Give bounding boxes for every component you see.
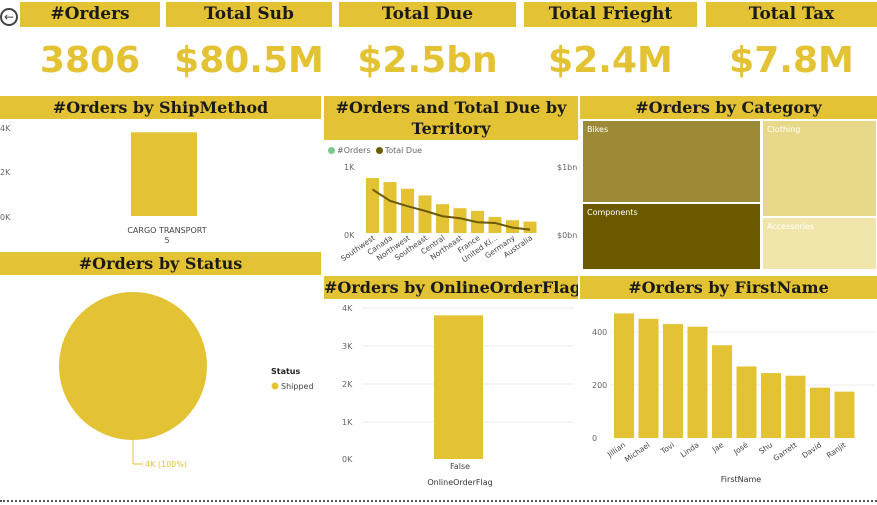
online-ytick: 1K (342, 418, 353, 427)
firstname-ytick: 0 (592, 434, 597, 443)
shipmethod-ytick: 0K (0, 213, 11, 222)
legend-due-label: Total Due (384, 146, 423, 155)
firstname-bar[interactable] (810, 387, 830, 438)
treemap-tile-bikes[interactable]: Bikes (582, 120, 761, 203)
treemap-tile-components[interactable]: Components (582, 203, 761, 270)
territory-bar[interactable] (488, 216, 502, 233)
page-divider (0, 500, 877, 502)
kpi-totalfreight-title: Total Frieght (524, 2, 697, 27)
category-treemap: Bikes Clothing Components Accessories (582, 120, 877, 270)
pie-slice-shipped[interactable] (59, 292, 207, 440)
shipmethod-ytick: 4K (0, 124, 11, 133)
treemap-tile-accessories[interactable]: Accessories (762, 217, 877, 270)
firstname-xtick: Tovi (658, 440, 676, 456)
territory-bar[interactable] (366, 178, 379, 233)
firstname-bar[interactable] (736, 366, 757, 438)
firstname-bar[interactable] (761, 373, 781, 438)
firstname-bar[interactable] (712, 345, 732, 438)
firstname-xtick: Ranjit (825, 440, 848, 460)
kpi-totaldue-value: $2.5bn (357, 40, 498, 81)
online-chart: 4K 3K 2K 1K 0K False OnlineOrderFlag (342, 304, 574, 487)
online-ytick: 0K (342, 455, 353, 464)
pie-slice-label: 4K (100%) (145, 460, 187, 469)
shipmethod-title: #Orders by ShipMethod (0, 96, 321, 119)
online-xtick: False (450, 462, 470, 471)
online-ytick: 3K (342, 342, 353, 351)
online-title: #Orders by OnlineOrderFlag (324, 276, 578, 299)
kpi-totaldue-title: Total Due (339, 2, 516, 27)
firstname-bar[interactable] (687, 326, 708, 438)
firstname-bar[interactable] (834, 391, 855, 438)
firstname-title: #Orders by FirstName (580, 276, 877, 299)
territory-bar[interactable] (523, 221, 537, 233)
status-legend-icon (271, 382, 279, 390)
online-bar[interactable] (434, 315, 483, 459)
territory-legend: #Orders Total Due (328, 146, 422, 155)
online-ytick: 2K (342, 380, 353, 389)
online-ytick: 4K (342, 304, 353, 313)
orders-legend-icon (328, 147, 335, 154)
online-xlabel: OnlineOrderFlag (427, 478, 492, 487)
shipmethod-chart: 4K 2K 0K CARGO TRANSPORT 5 (0, 124, 207, 245)
territory-bar[interactable] (383, 182, 397, 233)
territory-bar[interactable] (436, 204, 449, 233)
territory-chart: 1K 0K $1bn $0bn SouthwestCanadaNorthwest… (339, 163, 577, 264)
kpi-totalfreight-value: $2.4M (548, 40, 673, 81)
treemap-label: Clothing (767, 125, 801, 134)
territory-bar[interactable] (453, 208, 467, 233)
treemap-label: Accessories (767, 222, 814, 231)
shipmethod-bar[interactable] (131, 132, 197, 216)
territory-bar[interactable] (418, 195, 432, 233)
kpi-totaltax-title: Total Tax (706, 2, 877, 27)
firstname-ytick: 400 (592, 328, 607, 337)
firstname-xlabel: FirstName (721, 475, 762, 484)
treemap-tile-clothing[interactable]: Clothing (762, 120, 877, 217)
kpi-totalsub-value: $80.5M (174, 40, 324, 81)
firstname-bar[interactable] (638, 318, 659, 438)
kpi-orders-title: #Orders (20, 2, 160, 27)
firstname-ytick: 200 (592, 381, 607, 390)
firstname-xtick: David (800, 440, 823, 460)
territory-left-tick: 0K (344, 231, 355, 240)
firstname-bar[interactable] (785, 375, 806, 438)
status-legend-title: Status (271, 367, 301, 376)
legend-orders-label: #Orders (337, 146, 371, 155)
shipmethod-xlabel-2: 5 (164, 236, 169, 245)
treemap-label: Bikes (587, 125, 609, 134)
total-due-line (371, 188, 531, 231)
kpi-orders-value: 3806 (39, 40, 141, 81)
status-title: #Orders by Status (0, 252, 321, 275)
territory-left-tick: 1K (344, 163, 355, 172)
territory-right-tick: $0bn (557, 231, 577, 240)
firstname-xtick: Shu (757, 440, 774, 456)
territory-right-tick: $1bn (557, 163, 577, 172)
territory-bar[interactable] (401, 188, 414, 233)
kpi-totalsub-title: Total Sub (166, 2, 332, 27)
firstname-xtick: Linda (679, 440, 701, 459)
firstname-xtick: Michael (623, 440, 652, 464)
firstname-bar[interactable] (663, 324, 683, 438)
firstname-bar[interactable] (614, 313, 634, 438)
back-arrow-icon[interactable]: ← (0, 8, 18, 26)
territory-title: #Orders and Total Due by Territory (324, 96, 578, 140)
firstname-xtick: José (731, 440, 750, 457)
firstname-xtick: Jae (710, 440, 726, 455)
status-legend-label: Shipped (281, 382, 314, 391)
kpi-totaltax-value: $7.8M (729, 40, 854, 81)
due-legend-icon (375, 147, 383, 154)
category-title: #Orders by Category (580, 96, 877, 119)
shipmethod-xlabel: CARGO TRANSPORT (127, 226, 206, 235)
firstname-xtick: Garrett (772, 440, 799, 463)
status-chart: 4K (100%) Status Shipped (59, 292, 314, 469)
shipmethod-ytick: 2K (0, 168, 11, 177)
treemap-label: Components (587, 208, 638, 217)
